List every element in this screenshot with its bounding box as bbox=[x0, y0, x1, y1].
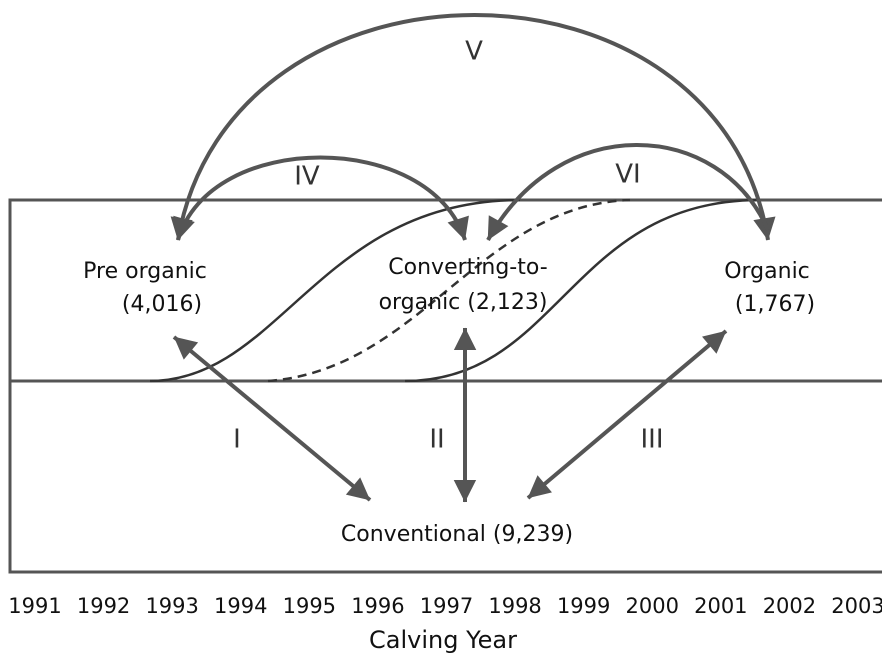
transition-label: III bbox=[640, 425, 663, 455]
transition-label: V bbox=[465, 37, 483, 67]
node-label: Converting-to- bbox=[388, 255, 547, 280]
year-label: 2003 bbox=[831, 594, 882, 618]
year-label: 1996 bbox=[351, 594, 404, 618]
year-label: 1993 bbox=[145, 594, 198, 618]
node-label: Conventional (9,239) bbox=[341, 522, 573, 547]
year-label: 1991 bbox=[8, 594, 61, 618]
axis-label: Calving Year bbox=[369, 626, 517, 654]
year-label: 1994 bbox=[214, 594, 267, 618]
year-label: 1998 bbox=[488, 594, 541, 618]
transition-label: IV bbox=[294, 162, 320, 192]
arrow bbox=[173, 155, 469, 241]
arrow bbox=[526, 329, 728, 500]
box bbox=[8, 198, 882, 574]
year-label: 2000 bbox=[626, 594, 679, 618]
transition-label: VI bbox=[615, 160, 640, 190]
year-label: 2002 bbox=[763, 594, 816, 618]
year-label: 1992 bbox=[77, 594, 130, 618]
node-count: organic (2,123) bbox=[379, 290, 548, 315]
transition-label: II bbox=[429, 425, 444, 455]
year-label: 2001 bbox=[694, 594, 747, 618]
year-labels: 1991 1992 1993 1994 1995 1996 1997 1998 1999 2000… bbox=[8, 594, 882, 618]
year-label: 1999 bbox=[557, 594, 610, 618]
node-label: Organic bbox=[724, 259, 810, 284]
arrow bbox=[486, 143, 770, 241]
node-count: (1,767) bbox=[735, 292, 815, 317]
transition-label: I bbox=[233, 425, 241, 455]
year-label: 1997 bbox=[420, 594, 473, 618]
arrow bbox=[172, 335, 372, 502]
arrows bbox=[170, 13, 776, 503]
labels: Pre organic (4,016) Converting-to- organ… bbox=[83, 37, 815, 655]
arrow bbox=[170, 13, 776, 241]
node-label: Pre organic bbox=[83, 259, 207, 284]
node-count: (4,016) bbox=[122, 292, 202, 317]
year-label: 1995 bbox=[283, 594, 336, 618]
